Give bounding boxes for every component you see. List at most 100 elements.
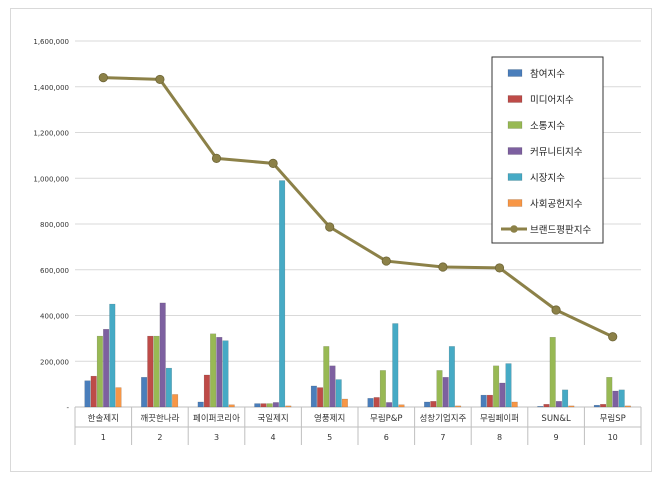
bar (493, 365, 500, 408)
rank-label: 1 (101, 433, 106, 442)
line-point (268, 158, 278, 168)
bar (392, 323, 399, 408)
legend-label: 참여지수 (530, 68, 565, 80)
bar (537, 406, 544, 408)
x-tick-label: 깨끗한나라 (140, 413, 179, 424)
bar (511, 401, 518, 408)
x-tick-label: 무림페이퍼 (480, 413, 519, 424)
rank-label: 2 (157, 433, 162, 442)
bar (386, 402, 393, 408)
bar (624, 405, 631, 408)
bar (555, 401, 562, 408)
bar (317, 387, 324, 408)
bar (260, 403, 267, 408)
bar (600, 404, 607, 408)
line-point (98, 73, 108, 83)
series-line (103, 76, 614, 339)
y-tick-label: 200,000 (40, 358, 69, 366)
rank-label: 8 (497, 433, 502, 442)
bar (549, 337, 556, 408)
bar (543, 404, 550, 408)
x-tick-label: 한솔제지 (88, 414, 119, 424)
legend-label: 시장지수 (530, 173, 565, 184)
bar (222, 340, 229, 408)
rank-label: 9 (554, 433, 559, 442)
bar (424, 401, 431, 408)
bar (335, 379, 342, 408)
line-point (551, 305, 561, 315)
bar (254, 403, 261, 408)
bar (480, 394, 487, 408)
line-point (325, 222, 335, 232)
legend-label: 소통지수 (530, 121, 565, 132)
x-tick-label: 영풍제지 (314, 413, 345, 424)
bar (499, 382, 506, 408)
bar (323, 346, 330, 408)
chart-frame: - 200,000 400,000 600,000 800,000 1,000,000 1,… (10, 8, 652, 472)
rank-label: 4 (271, 433, 276, 442)
bar (373, 397, 380, 408)
bar (272, 402, 279, 408)
bar (436, 370, 443, 408)
bar (84, 380, 91, 408)
bar (109, 303, 116, 408)
legend-swatch (507, 199, 523, 207)
bar (165, 367, 172, 408)
bar (455, 405, 462, 408)
line-point (608, 332, 618, 342)
y-tick-label: 1,200,000 (33, 130, 69, 138)
legend-swatch (507, 147, 523, 155)
bar (141, 377, 148, 408)
bar (153, 335, 160, 408)
bar (210, 333, 217, 408)
x-tick-label: SUN&L (541, 414, 571, 424)
bar (562, 389, 569, 408)
bar (90, 375, 97, 408)
x-tick-label: 성창기업지주 (419, 414, 466, 424)
legend-swatch (507, 173, 523, 181)
legend-swatch (507, 69, 523, 77)
bar (159, 302, 166, 408)
rank-label: 7 (440, 433, 445, 442)
y-tick-label: 400,000 (40, 313, 69, 321)
y-tick-label: 1,000,000 (33, 175, 69, 183)
legend-swatch (507, 121, 523, 129)
bar (172, 394, 179, 408)
y-tick-label: - (66, 404, 69, 412)
bar (379, 370, 386, 408)
rank-label: 3 (214, 433, 219, 442)
bar (203, 374, 210, 408)
bar (228, 404, 235, 408)
bar (329, 365, 336, 408)
x-tick-label: 국일제지 (257, 414, 288, 424)
bar (96, 335, 103, 408)
legend-label: 사회공헌지수 (530, 199, 583, 210)
line-point (438, 262, 448, 272)
bar (442, 377, 449, 408)
bar (618, 389, 625, 408)
bar (147, 335, 154, 408)
bar (593, 404, 600, 408)
rank-label: 10 (608, 433, 618, 442)
x-tick-label: 무림SP (600, 413, 626, 424)
x-tick-label: 페이퍼코리아 (193, 413, 240, 424)
legend-swatch (507, 95, 523, 103)
bar (310, 385, 317, 408)
rank-label: 5 (327, 433, 332, 442)
y-tick-label: 1,400,000 (33, 84, 69, 92)
bar (367, 398, 374, 408)
bar (285, 405, 292, 408)
rank-label: 6 (384, 433, 389, 442)
bar (612, 390, 619, 408)
bar (430, 401, 437, 408)
bar (398, 404, 405, 408)
legend-marker (510, 225, 518, 233)
chart: - 200,000 400,000 600,000 800,000 1,000,000 1,… (33, 38, 642, 445)
y-tick-label: 1,600,000 (33, 38, 69, 46)
bar (115, 387, 122, 408)
bar (197, 401, 204, 408)
legend-label: 브랜드평판지수 (530, 225, 591, 236)
bar (266, 403, 273, 408)
y-tick-label: 800,000 (40, 221, 69, 229)
bar (216, 337, 223, 408)
